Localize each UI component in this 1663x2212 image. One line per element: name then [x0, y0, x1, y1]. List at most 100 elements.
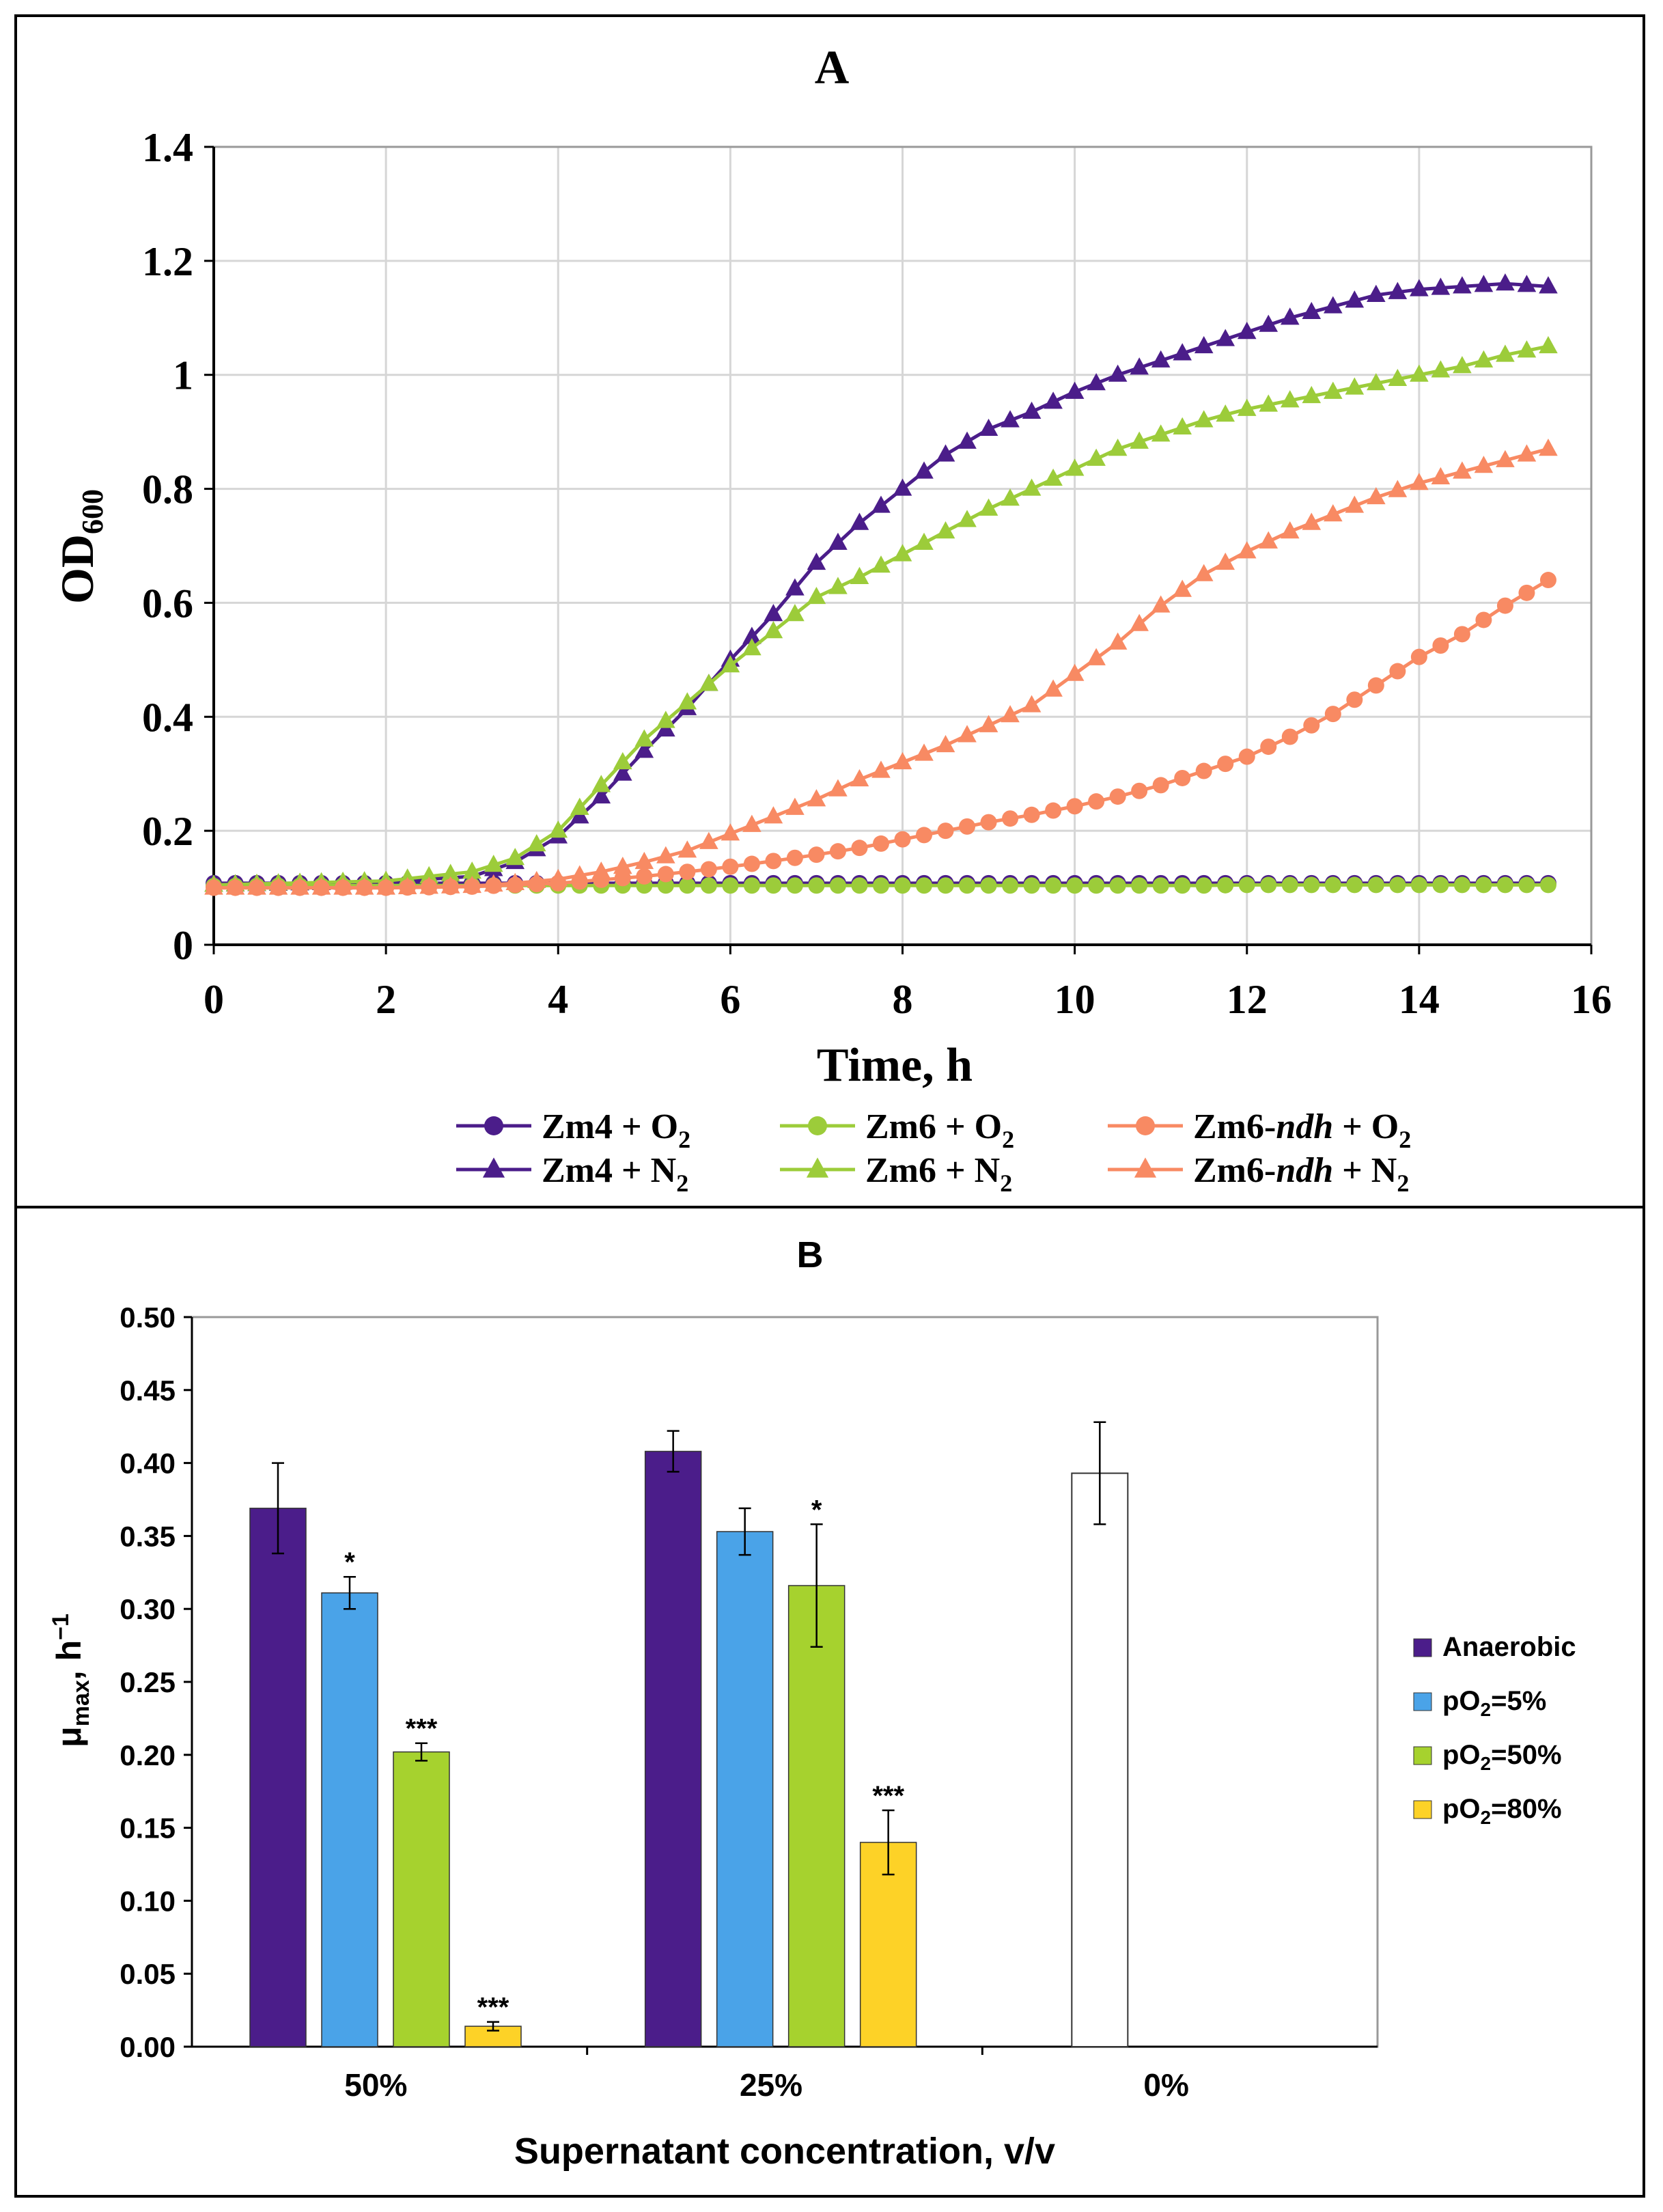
- panel-a-data-point: [893, 751, 912, 770]
- panel-a-data-point: [1539, 439, 1558, 456]
- panel-a-data-point: [1087, 373, 1106, 391]
- panel-b-legend-entry: pO2=50%: [1413, 1740, 1562, 1774]
- panel-a-data-point: [1345, 377, 1365, 395]
- panel-a-data-point: [462, 875, 481, 894]
- panel-a-data-point: [1259, 394, 1278, 412]
- panel-b-bar-group: [644, 1430, 702, 2047]
- panel-a-data-point: [397, 876, 417, 895]
- legend-label-pre: Anaerobic: [1442, 1632, 1576, 1662]
- panel-b-y-tick-label: 0.10: [120, 1885, 176, 1917]
- panel-a-y-tick-label: 1: [173, 353, 193, 398]
- panel-a-data-point: [742, 626, 761, 644]
- panel-a-legend-entry: Zm4 + O2: [456, 1107, 690, 1153]
- legend-label-sub: 2: [678, 1126, 690, 1153]
- panel-a-data-point: [1410, 648, 1427, 665]
- panel-b-y-label-after: , h: [50, 1640, 88, 1680]
- panel-a-data-point: [462, 861, 481, 879]
- panel-a-data-point: [1453, 276, 1472, 294]
- panel-a-data-point: [1108, 439, 1128, 456]
- panel-a-data-point: [1131, 877, 1148, 894]
- panel-a-data-point: [1109, 877, 1126, 894]
- panel-a-data-point: [979, 418, 998, 437]
- panel-a-data-point: [204, 877, 223, 895]
- panel-a-data-point: [679, 863, 696, 881]
- panel-a-y-tick-label: 1.2: [142, 239, 193, 284]
- panel-a-data-point: [354, 877, 374, 895]
- panel-a-data-point: [1066, 798, 1083, 815]
- panel-a-data-point: [1065, 458, 1085, 476]
- panel-a-y-tick-label: 0.6: [142, 581, 193, 626]
- panel-a-data-point: [1130, 613, 1149, 631]
- panel-b-bar-group: [716, 1507, 774, 2047]
- panel-a-data-point: [1002, 877, 1019, 894]
- panel-a-data-point: [634, 729, 654, 747]
- panel-a-data-point: [677, 692, 697, 710]
- panel-b-bar-group: ***: [393, 1714, 450, 2047]
- legend-label-after: + O: [1333, 1107, 1399, 1146]
- panel-b-y-axis-label: μmax, h−1: [48, 1614, 94, 1747]
- legend-marker-swatch: [482, 1157, 505, 1178]
- legend-label-main: Zm4 + O: [542, 1107, 678, 1146]
- significance-marker: ***: [406, 1714, 438, 1744]
- legend-label-main: Zm4 + N: [542, 1151, 676, 1190]
- panel-a-data-point: [1065, 381, 1085, 399]
- panel-b-legend-entry: pO2=80%: [1413, 1794, 1562, 1828]
- panel-a-data-point: [722, 858, 739, 875]
- legend-label-sub: 2: [1481, 1699, 1492, 1720]
- panel-a-data-point: [980, 814, 997, 831]
- panel-a-data-point: [1023, 806, 1040, 823]
- panel-a-data-point: [958, 725, 977, 743]
- legend-color-swatch: [1413, 1800, 1432, 1819]
- panel-b-control-bar-group: [1071, 1421, 1129, 2047]
- panel-a-data-point: [807, 586, 826, 605]
- panel-a-data-point: [894, 877, 911, 894]
- panel-a-data-point: [1496, 273, 1515, 291]
- panel-a-data-point: [1431, 467, 1451, 484]
- panel-a-data-point: [786, 849, 803, 866]
- panel-b-bar: [644, 1450, 702, 2047]
- panel-b-bar: [321, 1592, 378, 2047]
- panel-a-data-point: [1474, 275, 1494, 292]
- panel-a-data-point: [829, 877, 846, 894]
- panel-b-x-tick-label: 50%: [344, 2067, 407, 2103]
- panel-a-data-point: [1474, 456, 1494, 473]
- panel-a-data-point: [1517, 340, 1537, 358]
- panel-a-data-point: [656, 846, 675, 863]
- panel-a-data-point: [743, 877, 760, 894]
- panel-a-data-point: [1152, 777, 1169, 794]
- panel-a-data-point: [290, 877, 309, 895]
- panel-a-data-point: [979, 715, 998, 732]
- panel-a-data-point: [1431, 277, 1451, 295]
- panel-a-data-point: [614, 870, 631, 887]
- panel-a-data-point: [1324, 876, 1341, 894]
- panel-b-y-label-sup: −1: [48, 1614, 74, 1640]
- panel-a-legend-label: Zm6-ndh + O2: [1193, 1107, 1411, 1153]
- legend-color-swatch: [1413, 1692, 1432, 1711]
- panel-a-data-point: [1174, 877, 1191, 894]
- panel-a-data-point: [1130, 431, 1149, 449]
- panel-a-data-point: [1410, 473, 1429, 490]
- legend-label-main: Zm6 + N: [865, 1151, 1000, 1190]
- panel-a-data-point: [742, 814, 761, 832]
- legend-label-main: Zm6-: [1193, 1151, 1276, 1190]
- panel-a-data-point: [657, 877, 674, 894]
- panel-a-data-point: [1367, 284, 1386, 302]
- panel-a-data-point: [1539, 276, 1558, 294]
- panel-a-data-point: [808, 877, 825, 894]
- panel-a-data-point: [1496, 597, 1513, 614]
- panel-a-data-point: [1001, 705, 1020, 723]
- panel-a-data-point: [1303, 876, 1320, 894]
- legend-label-pre: pO: [1442, 1794, 1481, 1824]
- panel-a-data-point: [1517, 275, 1537, 292]
- significance-marker: *: [344, 1547, 355, 1577]
- panel-a-data-point: [677, 840, 697, 858]
- legend-marker-swatch: [806, 1157, 829, 1178]
- panel-a-data-point: [1217, 756, 1234, 773]
- panel-a-data-point: [1388, 281, 1408, 299]
- panel-a-data-point: [419, 866, 438, 883]
- panel-a-data-point: [959, 877, 976, 894]
- legend-label-pre: pO: [1442, 1686, 1481, 1716]
- panel-a: A 0 0.2 0.4 0.6 0.8 1 1.2 1.4 0 2 4 6 8 10 12 14 16 OD6…: [51, 42, 1612, 1197]
